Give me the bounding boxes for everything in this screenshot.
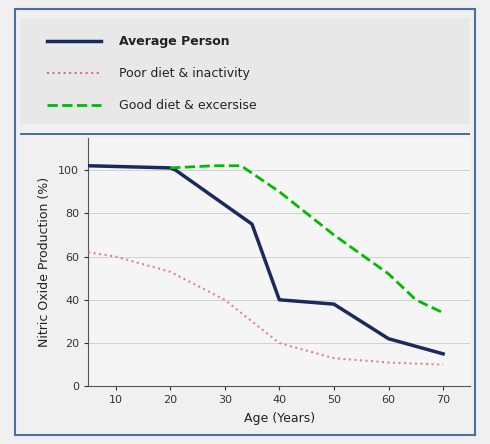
Text: Good diet & excersise: Good diet & excersise — [119, 99, 256, 111]
Y-axis label: Nitric Oxide Production (%): Nitric Oxide Production (%) — [38, 177, 51, 347]
X-axis label: Age (Years): Age (Years) — [244, 412, 315, 425]
Text: Average Person: Average Person — [119, 35, 229, 48]
Text: Poor diet & inactivity: Poor diet & inactivity — [119, 67, 249, 79]
